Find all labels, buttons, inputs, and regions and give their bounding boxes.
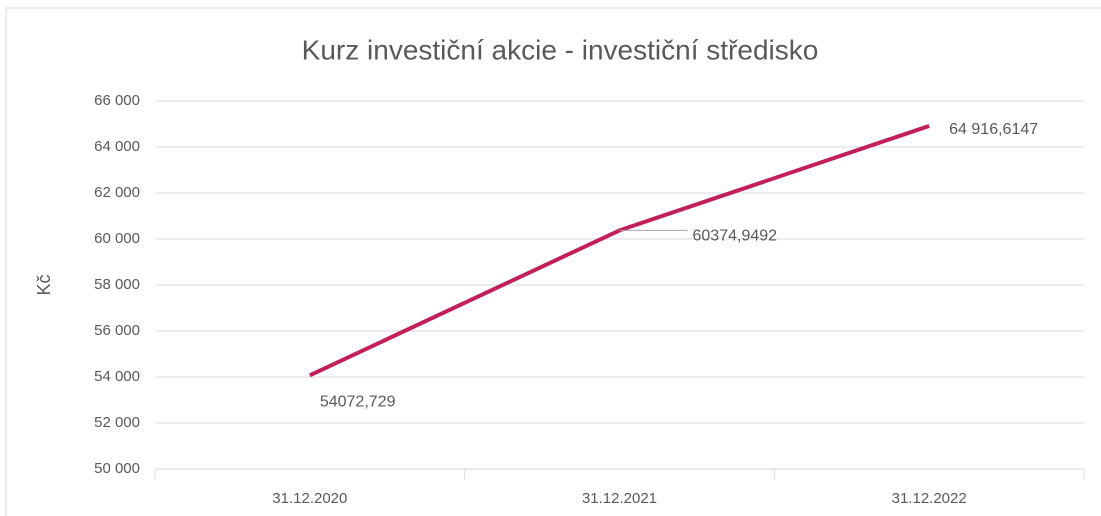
data-label: 60374,9492 [693, 228, 778, 245]
y-tick-label: 66 000 [94, 92, 140, 109]
y-tick-label: 50 000 [94, 460, 140, 477]
y-tick-label: 54 000 [94, 368, 140, 385]
y-tick-label: 56 000 [94, 322, 140, 339]
chart-title: Kurz investiční akcie - investiční střed… [302, 34, 819, 65]
y-tick-label: 58 000 [94, 276, 140, 293]
x-tick-label: 31.12.2021 [582, 490, 657, 507]
data-label: 54072,729 [320, 394, 396, 411]
y-tick-label: 64 000 [94, 138, 140, 155]
y-tick-label: 62 000 [94, 184, 140, 201]
y-axis-title: Kč [34, 274, 54, 295]
data-label: 64 916,6147 [949, 121, 1038, 138]
x-tick-label: 31.12.2022 [892, 490, 967, 507]
line [308, 124, 930, 378]
chart-border [5, 7, 1101, 516]
y-tick-label: 52 000 [94, 414, 140, 431]
y-tick-label: 60 000 [94, 230, 140, 247]
x-tick-label: 31.12.2020 [272, 490, 347, 507]
